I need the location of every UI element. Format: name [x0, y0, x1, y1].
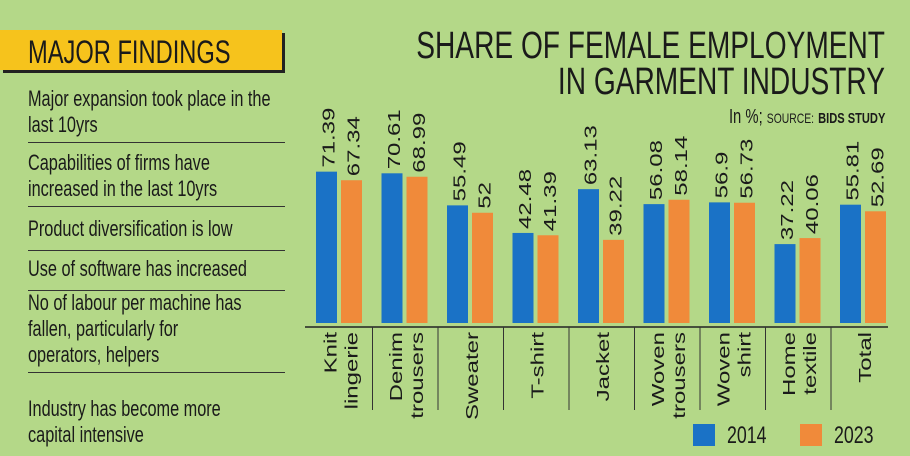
- bar-2014: [381, 173, 403, 323]
- category-label: trousers: [408, 332, 427, 419]
- legend-swatch-2014: [693, 424, 715, 446]
- bar-2023: [865, 211, 886, 323]
- category-label: textile: [801, 332, 820, 395]
- category-label: lingerie: [342, 332, 361, 409]
- bar-2023: [668, 199, 690, 323]
- finding-text: Industry has become more capital intensi…: [28, 396, 221, 447]
- finding-text: Use of software has increased: [28, 256, 247, 281]
- legend-swatch-2023: [800, 424, 822, 446]
- data-label-2014: 55.49: [450, 141, 469, 201]
- bar-2014: [578, 189, 599, 323]
- source-label: SOURCE:: [766, 110, 814, 126]
- bar-2023: [603, 239, 624, 323]
- finding-item: Capabilities of firms have increased in …: [28, 150, 285, 207]
- data-label-2014: 56.9: [712, 152, 731, 199]
- findings-title: MAJOR FINDINGS: [28, 34, 231, 70]
- data-label-2023: 58.14: [672, 135, 691, 195]
- source-note: In %; SOURCE: BIDS STUDY: [674, 106, 885, 129]
- bar-2014: [512, 232, 534, 323]
- data-label-2023: 52: [475, 182, 494, 209]
- category-label: Home: [780, 332, 799, 396]
- finding-text: No of labour per machine has fallen, par…: [28, 290, 242, 367]
- finding-item: Major expansion took place in the last 1…: [28, 86, 285, 143]
- bar-2023: [406, 176, 428, 323]
- bar-2014: [774, 244, 796, 323]
- findings-header: MAJOR FINDINGS: [0, 30, 282, 70]
- data-label-2014: 42.48: [516, 169, 535, 229]
- data-label-2023: 52.69: [868, 147, 887, 207]
- finding-item: Use of software has increased: [28, 256, 285, 291]
- data-label-2023: 56.73: [737, 139, 756, 199]
- finding-item: No of labour per machine has fallen, par…: [28, 290, 285, 373]
- data-label-2023: 39.22: [606, 176, 625, 236]
- source-name: BIDS STUDY: [817, 110, 885, 127]
- data-label-2014: 56.08: [647, 140, 666, 200]
- bar-2023: [341, 180, 362, 323]
- bar-2014: [316, 171, 337, 323]
- bar-2023: [734, 202, 755, 323]
- data-label-2023: 68.99: [410, 113, 429, 173]
- bar-2014: [447, 205, 468, 323]
- finding-item: Product diversification is low: [28, 216, 285, 251]
- bar-2014: [643, 204, 665, 323]
- bar-2023: [799, 238, 821, 323]
- category-label: shirt: [735, 332, 754, 377]
- category-label: trousers: [670, 332, 689, 419]
- bar-2014: [709, 202, 730, 323]
- data-label-2023: 67.34: [344, 116, 363, 176]
- finding-text: Product diversification is low: [28, 216, 233, 241]
- unit-note: In %;: [728, 106, 763, 128]
- data-label-2014: 37.22: [778, 180, 797, 240]
- category-label: Knit: [321, 332, 340, 374]
- category-label: Woven: [714, 332, 733, 406]
- bar-2023: [472, 212, 493, 323]
- finding-text: Capabilities of firms have increased in …: [28, 150, 218, 201]
- data-label-2023: 40.06: [803, 174, 822, 234]
- category-label: Denim: [387, 332, 406, 401]
- finding-text: Major expansion took place in the last 1…: [28, 86, 271, 137]
- data-label-2014: 55.81: [843, 141, 862, 201]
- finding-item: Industry has become more capital intensi…: [28, 396, 285, 452]
- category-label: Total: [856, 332, 875, 383]
- bar-2023: [537, 235, 559, 323]
- category-label: Sweater: [463, 332, 482, 420]
- data-label-2014: 63.13: [581, 125, 600, 185]
- category-label: T-shirt: [528, 332, 547, 399]
- legend-2014: 2014: [693, 422, 780, 450]
- category-label: Woven: [649, 332, 668, 406]
- data-label-2014: 71.39: [319, 108, 338, 168]
- chart-title: SHARE OF FEMALE EMPLOYMENT IN GARMENT IN…: [416, 25, 885, 103]
- legend-2023: 2023: [800, 422, 887, 450]
- data-label-2014: 70.61: [385, 109, 404, 169]
- category-label: Jacket: [594, 332, 613, 402]
- bar-2014: [840, 204, 861, 323]
- data-label-2023: 41.39: [541, 171, 560, 231]
